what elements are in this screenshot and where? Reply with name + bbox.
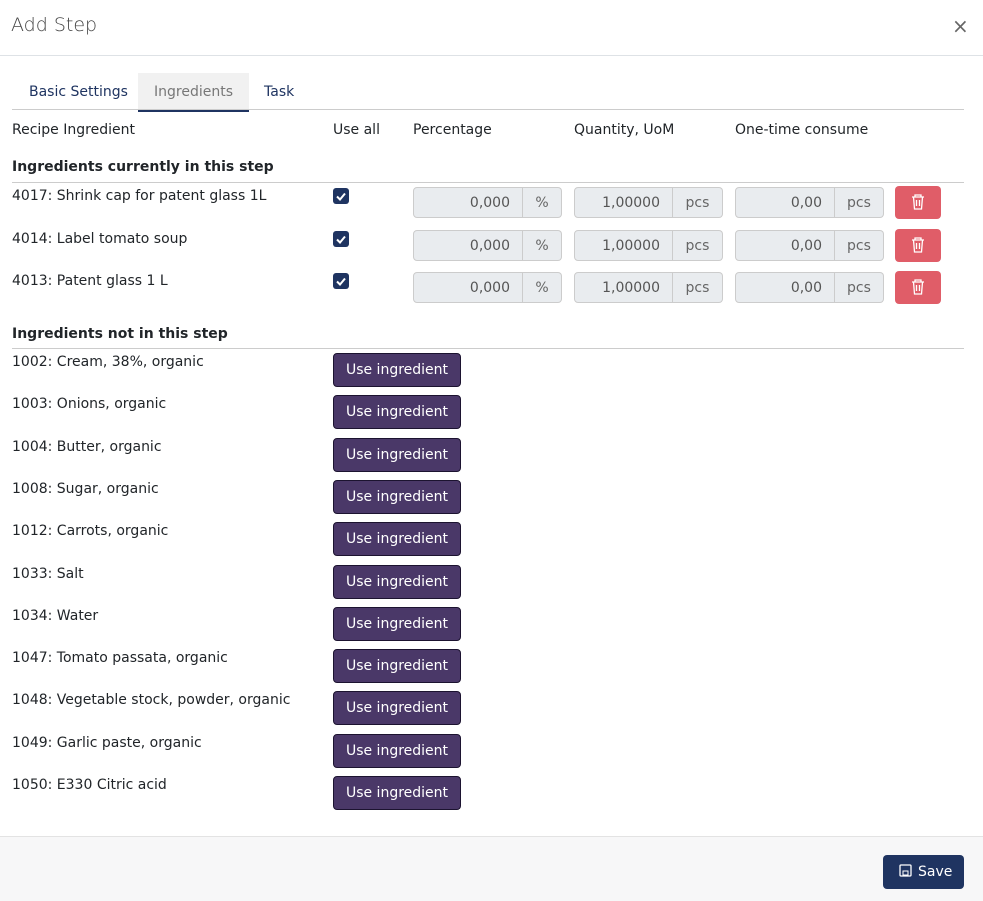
divider bbox=[12, 182, 964, 183]
ingredient-name: 1034: Water bbox=[12, 607, 99, 624]
tab-line bbox=[12, 109, 964, 110]
trash-icon bbox=[912, 279, 924, 295]
ingredient-name: 1033: Salt bbox=[12, 565, 84, 582]
input-addon: % bbox=[523, 272, 562, 303]
use-ingredient-button[interactable]: Use ingredient bbox=[333, 606, 461, 641]
ingredient-name: 1049: Garlic paste, organic bbox=[12, 734, 202, 751]
input-addon: % bbox=[523, 229, 562, 261]
input[interactable]: 0,000 bbox=[413, 187, 523, 218]
ingredient-name: 1003: Onions, organic bbox=[12, 396, 167, 413]
section-title: Ingredients not in this step bbox=[12, 326, 228, 342]
delete-button[interactable] bbox=[895, 271, 941, 304]
checkbox[interactable] bbox=[333, 273, 349, 289]
input[interactable]: 0,00 bbox=[735, 229, 835, 261]
checkbox[interactable] bbox=[333, 188, 349, 204]
section-title: Ingredients currently in this step bbox=[12, 159, 274, 175]
use-ingredient-button[interactable]: Use ingredient bbox=[333, 649, 461, 684]
ingredient-name: 1050: E330 Citric acid bbox=[12, 777, 167, 793]
save-button[interactable]: Save bbox=[883, 855, 964, 889]
input-addon: pcs bbox=[673, 272, 723, 303]
checkbox[interactable] bbox=[333, 230, 349, 247]
input[interactable]: 1,00000 bbox=[574, 272, 673, 303]
save-icon bbox=[899, 864, 912, 877]
check bbox=[336, 235, 346, 244]
column-header: Percentage bbox=[413, 122, 492, 138]
ingredient-name: 1004: Butter, organic bbox=[12, 438, 162, 455]
ingredient-name: 1047: Tomato passata, organic bbox=[12, 650, 228, 667]
delete-button[interactable] bbox=[895, 228, 941, 262]
ingredient-name: 1048: Vegetable stock, powder, organic bbox=[12, 692, 291, 709]
ingredient-name: 4013: Patent glass 1 L bbox=[12, 273, 168, 289]
delete-button[interactable] bbox=[895, 186, 941, 219]
column-header: Quantity, UoM bbox=[574, 122, 675, 138]
use-ingredient-button[interactable]: Use ingredient bbox=[333, 437, 461, 472]
column-header: Use all bbox=[333, 122, 380, 138]
check bbox=[336, 192, 346, 201]
use-ingredient-button[interactable]: Use ingredient bbox=[333, 353, 461, 387]
input-addon: pcs bbox=[835, 272, 884, 303]
column-header: One-time consume bbox=[735, 122, 869, 138]
modal-header bbox=[0, 0, 983, 56]
ingredient-name: 1008: Sugar, organic bbox=[12, 480, 159, 497]
ingredient-name: 4014: Label tomato soup bbox=[12, 230, 188, 247]
ingredient-name: 4017: Shrink cap for patent glass 1L bbox=[12, 188, 267, 204]
trash-icon bbox=[912, 236, 924, 253]
ingredient-name: 1012: Carrots, organic bbox=[12, 523, 169, 540]
tab[interactable]: Ingredients bbox=[138, 73, 249, 112]
use-ingredient-button[interactable]: Use ingredient bbox=[333, 776, 461, 810]
use-ingredient-button[interactable]: Use ingredient bbox=[333, 395, 461, 430]
use-ingredient-button[interactable]: Use ingredient bbox=[333, 479, 461, 514]
input-addon: % bbox=[523, 187, 562, 218]
input-addon: pcs bbox=[673, 187, 723, 218]
input[interactable]: 0,000 bbox=[413, 272, 523, 303]
close-button[interactable]: × bbox=[952, 14, 969, 38]
tab[interactable]: Task bbox=[264, 84, 295, 100]
use-ingredient-button[interactable]: Use ingredient bbox=[333, 522, 461, 557]
save-label: Save bbox=[918, 864, 953, 880]
use-ingredient-button[interactable]: Use ingredient bbox=[333, 691, 461, 726]
input[interactable]: 0,00 bbox=[735, 272, 835, 303]
use-ingredient-button[interactable]: Use ingredient bbox=[333, 564, 461, 599]
column-header: Recipe Ingredient bbox=[12, 122, 135, 138]
modal-footer bbox=[0, 836, 983, 901]
modal-title: Add Step bbox=[11, 14, 98, 36]
input[interactable]: 1,00000 bbox=[574, 229, 673, 261]
input-addon: pcs bbox=[835, 229, 884, 261]
input-addon: pcs bbox=[673, 229, 723, 261]
ingredient-name: 1002: Cream, 38%, organic bbox=[12, 354, 204, 370]
input[interactable]: 1,00000 bbox=[574, 187, 673, 218]
trash-icon bbox=[912, 194, 924, 210]
input[interactable]: 0,00 bbox=[735, 187, 835, 218]
input-addon: pcs bbox=[835, 187, 884, 218]
input[interactable]: 0,000 bbox=[413, 229, 523, 261]
divider bbox=[12, 348, 964, 349]
use-ingredient-button[interactable]: Use ingredient bbox=[333, 733, 461, 768]
tab[interactable]: Basic Settings bbox=[29, 84, 128, 100]
check bbox=[336, 277, 346, 286]
